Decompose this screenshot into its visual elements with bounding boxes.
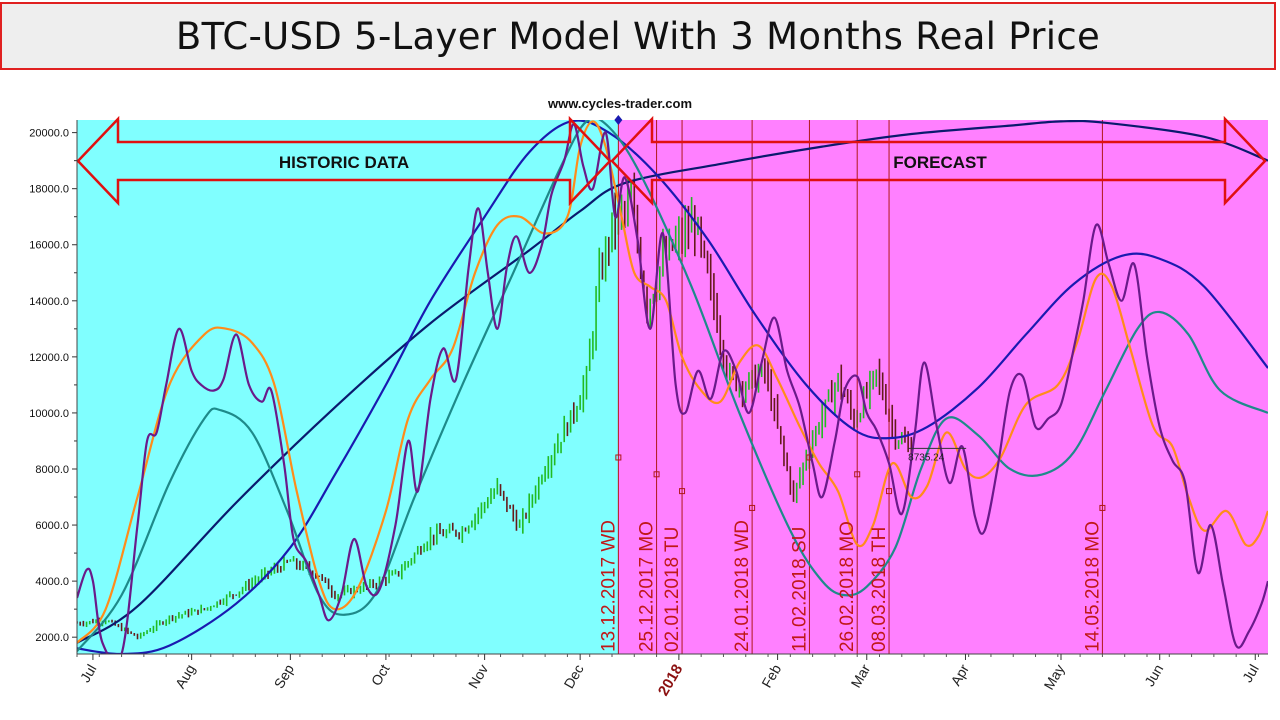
marker-label: 25.12.2017 MO (637, 521, 658, 652)
y-tick-label: 14000.0 (29, 296, 69, 308)
model-line-3 (77, 120, 1268, 652)
x-month-label: Apr (947, 661, 972, 688)
y-tick-label: 6000.0 (35, 520, 69, 532)
y-tick-label: 12000.0 (29, 352, 69, 364)
marker-label: 02.01.2018 TU (662, 527, 683, 652)
marker-square (1099, 504, 1106, 511)
historic-label: HISTORIC DATA (279, 153, 409, 172)
marker-square (886, 488, 893, 495)
model-line-5 (77, 123, 1268, 654)
marker-square (679, 488, 686, 495)
marker-label: 11.02.2018 SU (789, 527, 810, 652)
title-banner: BTC-USD 5-Layer Model With 3 Months Real… (0, 2, 1276, 70)
x-month-label: Jul (77, 662, 100, 686)
x-month-label: Aug (172, 662, 198, 692)
marker-square (749, 504, 756, 511)
model-line-4 (77, 120, 1268, 644)
x-month-label: Jun (1141, 662, 1166, 690)
y-tick-label: 10000.0 (29, 408, 69, 420)
split-diamond (614, 115, 623, 125)
x-month-label: Feb (758, 661, 784, 690)
annotation-label: 8735.24 (908, 452, 945, 463)
forecast-arrow (610, 115, 1267, 207)
marker-label: 24.01.2018 WD (732, 520, 753, 652)
watermark: www.cycles-trader.com (547, 96, 693, 111)
x-month-label: Dec (560, 662, 586, 692)
y-tick-label: 8000.0 (35, 464, 69, 476)
x-year-label: 2018 (655, 662, 686, 699)
forecast-label: FORECAST (893, 153, 987, 172)
historic-region (77, 120, 619, 654)
x-month-label: Jul (1239, 662, 1262, 686)
marker-label: 08.03.2018 TH (869, 527, 890, 652)
marker-square (854, 471, 861, 478)
forecast-region (618, 120, 1268, 654)
x-month-label: May (1041, 662, 1068, 693)
marker-square (615, 454, 622, 461)
x-month-label: Nov (465, 662, 491, 692)
historic-arrow (76, 115, 612, 207)
chart-title: BTC-USD 5-Layer Model With 3 Months Real… (175, 14, 1101, 58)
y-tick-label: 2000.0 (35, 632, 69, 644)
marker-label: 13.12.2017 WD (598, 520, 619, 652)
marker-square (653, 471, 660, 478)
y-tick-label: 4000.0 (35, 576, 69, 588)
y-tick-label: 16000.0 (29, 240, 69, 252)
y-tick-label: 18000.0 (29, 184, 69, 196)
marker-label: 26.02.2018 MO (837, 521, 858, 652)
marker-label: 14.05.2018 MO (1082, 521, 1103, 652)
x-month-label: Sep (271, 661, 297, 691)
x-month-label: Oct (368, 661, 393, 688)
x-month-label: Mar (847, 661, 873, 690)
y-tick-label: 20000.0 (29, 128, 69, 140)
